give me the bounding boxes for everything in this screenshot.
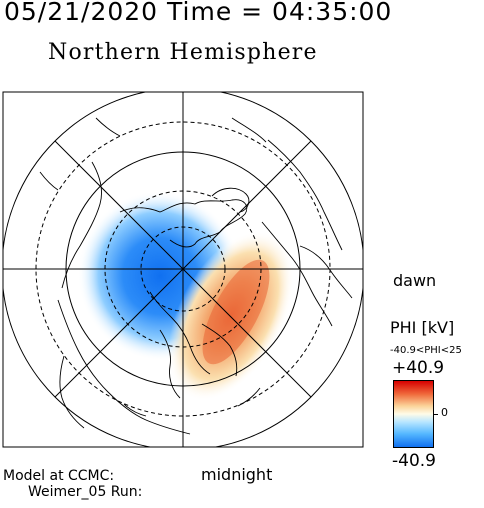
colorbar-range: -40.9<PHI<25	[390, 345, 462, 356]
colorbar-zero-tick	[434, 414, 438, 415]
colorbar-min-label: -40.9	[392, 451, 436, 471]
colorbar-max-label: +40.9	[392, 358, 445, 378]
run-label: Weimer_05 Run:	[28, 484, 143, 500]
coastlines	[39, 117, 353, 435]
meridian-lines	[3, 92, 363, 447]
dawn-label: dawn	[393, 271, 437, 290]
colorbar	[393, 380, 434, 448]
date-time-title: 05/21/2020 Time = 04:35:00	[4, 0, 393, 26]
colorbar-title: PHI [kV]	[390, 318, 455, 337]
midnight-label: midnight	[201, 465, 273, 484]
map-frame	[2, 91, 364, 448]
hemisphere-title: Northern Hemisphere	[48, 40, 318, 65]
model-label: Model at CCMC:	[3, 468, 115, 484]
colorbar-zero-label: 0	[441, 406, 448, 419]
